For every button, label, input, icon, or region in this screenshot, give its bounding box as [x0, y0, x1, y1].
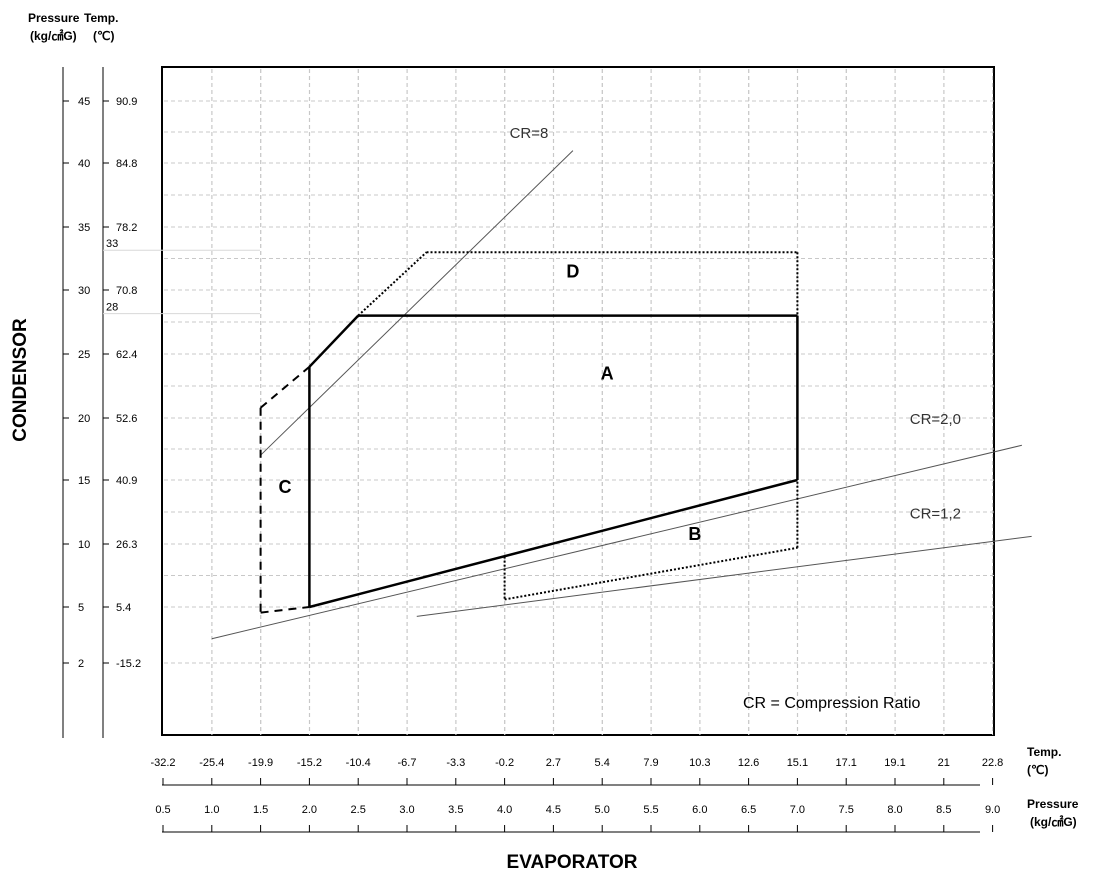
x-pressure-tick-label: 5.0 — [595, 804, 610, 816]
x-pressure-header-line2: (kg/㎠G) — [1030, 814, 1077, 829]
x-pressure-tick-label: 0.5 — [155, 804, 170, 816]
x-axis-title: EVAPORATOR — [507, 852, 638, 873]
region-label-a: A — [601, 364, 614, 384]
series-line-cr-2 — [211, 444, 1022, 640]
y-temp-tick-label: 70.8 — [116, 285, 137, 297]
y-extra-tick-label: 28 — [106, 302, 118, 314]
x-pressure-tick-label: 8.5 — [936, 804, 951, 816]
x-pressure-header-line1: Pressure — [1027, 797, 1079, 811]
region-a-edge — [308, 314, 360, 368]
y-temp-tick-label: 40.9 — [116, 475, 137, 487]
region-b-edge — [504, 546, 798, 601]
x-temp-tick-label: 17.1 — [835, 757, 856, 769]
x-pressure-tick-label: 3.0 — [399, 804, 414, 816]
y-extra-tick-label: 33 — [106, 238, 118, 250]
x-pressure-tick-label: 2.5 — [351, 804, 366, 816]
y-pressure-header-line1: Pressure — [28, 11, 80, 25]
x-temp-tick-label: 7.9 — [643, 757, 658, 769]
x-pressure-tick-label: 4.0 — [497, 804, 512, 816]
x-temp-tick-label: -10.4 — [346, 757, 371, 769]
x-temp-tick-label: 2.7 — [546, 757, 561, 769]
x-temp-tick-label: 15.1 — [787, 757, 808, 769]
region-boundaries — [259, 251, 799, 614]
x-temp-tick-label: -25.4 — [199, 757, 224, 769]
region-label-c: C — [279, 477, 292, 497]
region-c-edge — [259, 366, 311, 409]
series-label-cr-3: CR=1,2 — [910, 505, 961, 522]
y-pressure-tick-label: 15 — [78, 475, 90, 487]
y-pressure-tick-label: 40 — [78, 158, 90, 170]
chart-labels: A B C D CR=8 CR=2,0 CR=1,2 — [279, 125, 962, 544]
x-pressure-tick-label: 8.0 — [887, 804, 902, 816]
y-temp-tick-label: 62.4 — [116, 349, 137, 361]
series-label-cr-1: CR=8 — [510, 125, 549, 142]
x-pressure-tick-label: 6.0 — [692, 804, 707, 816]
x-temp-header-line2: (℃) — [1027, 763, 1048, 777]
y-temp-tick-label: 52.6 — [116, 413, 137, 425]
series-line-cr-3 — [416, 535, 1032, 617]
x-temp-tick-label: 21 — [938, 757, 950, 769]
y-pressure-tick-label: 20 — [78, 413, 90, 425]
y-temp-tick-label: 78.2 — [116, 222, 137, 234]
y-temp-header-line1: Temp. — [84, 11, 118, 25]
y-pressure-tick-label: 30 — [78, 285, 90, 297]
region-a-edge — [309, 478, 798, 609]
y-temp-tick-label: 26.3 — [116, 539, 137, 551]
x-temp-tick-label: 19.1 — [884, 757, 905, 769]
x-pressure-tick-label: 4.5 — [546, 804, 561, 816]
y-pressure-header-line2: (kg/㎠G) — [30, 28, 77, 43]
x-temp-tick-label: -6.7 — [398, 757, 417, 769]
y-temp-tick-label: 90.9 — [116, 96, 137, 108]
x-pressure-tick-label: 2.0 — [302, 804, 317, 816]
x-pressure-tick-label: 1.5 — [253, 804, 268, 816]
x-temp-tick-label: -3.3 — [446, 757, 465, 769]
y-temp-tick-label: -15.2 — [116, 658, 141, 670]
x-temp-tick-label: -15.2 — [297, 757, 322, 769]
y-axis-title: CONDENSOR — [10, 318, 31, 442]
annotation-note: CR = Compression Ratio — [743, 695, 921, 712]
y-pressure-tick-label: 2 — [78, 658, 84, 670]
x-pressure-tick-label: 7.5 — [839, 804, 854, 816]
series-label-cr-2: CR=2,0 — [910, 411, 961, 428]
series-lines — [211, 150, 1032, 640]
y-temp-tick-label: 84.8 — [116, 158, 137, 170]
plot-frame — [161, 66, 995, 736]
x-temp-tick-label: 12.6 — [738, 757, 759, 769]
region-label-d: D — [566, 261, 579, 281]
x-pressure-tick-label: 1.0 — [204, 804, 219, 816]
x-pressure-tick-label: 5.5 — [643, 804, 658, 816]
y-axis-ticks: 45 90.940 84.835 78.230 70.825 62.420 52.615 40… — [63, 96, 260, 670]
x-temp-tick-label: -0.2 — [495, 757, 514, 769]
y-temp-header-line2: (℃) — [93, 29, 114, 43]
y-pressure-tick-label: 25 — [78, 349, 90, 361]
x-temp-tick-label: 22.8 — [982, 757, 1003, 769]
y-pressure-tick-label: 45 — [78, 96, 90, 108]
x-temp-header-line1: Temp. — [1027, 745, 1061, 759]
x-pressure-tick-label: 9.0 — [985, 804, 1000, 816]
x-temp-tick-label: -32.2 — [150, 757, 175, 769]
region-label-b: B — [688, 524, 701, 544]
grid — [164, 69, 994, 735]
series-line-cr-1 — [260, 150, 574, 456]
x-axis-ticks: -32.2 0.5 -25.4 1.0 -19.9 1.5 -15.2 2.0 -10.4 2.5… — [150, 757, 1003, 832]
x-pressure-tick-label: 7.0 — [790, 804, 805, 816]
region-d-edge — [357, 251, 428, 317]
region-c-edge — [260, 606, 310, 614]
y-pressure-tick-label: 10 — [78, 539, 90, 551]
x-temp-tick-label: 5.4 — [595, 757, 610, 769]
x-pressure-tick-label: 6.5 — [741, 804, 756, 816]
y-pressure-tick-label: 5 — [78, 602, 84, 614]
y-temp-tick-label: 5.4 — [116, 602, 131, 614]
x-pressure-tick-label: 3.5 — [448, 804, 463, 816]
y-pressure-tick-label: 35 — [78, 222, 90, 234]
x-temp-tick-label: -19.9 — [248, 757, 273, 769]
x-temp-tick-label: 10.3 — [689, 757, 710, 769]
